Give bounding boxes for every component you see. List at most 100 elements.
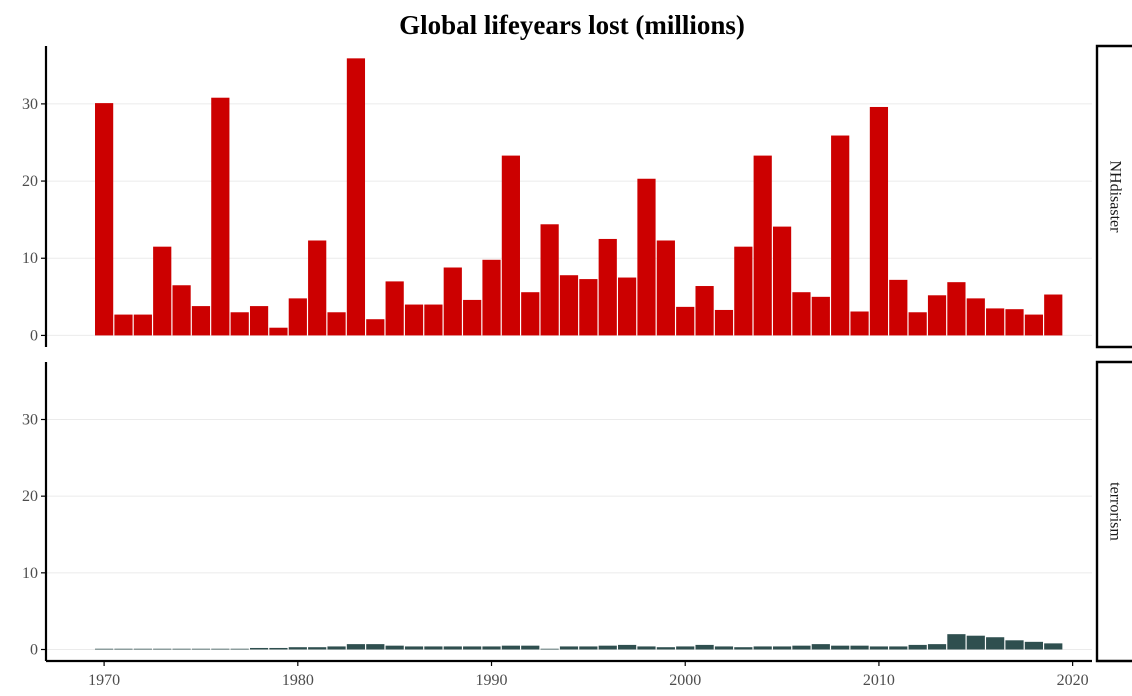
x-tick-label: 1970 — [88, 672, 120, 689]
bar-NHdisaster-1988 — [443, 267, 462, 336]
bar-terrorism-1983 — [346, 644, 366, 650]
x-tick-label: 2000 — [669, 672, 701, 689]
bar-NHdisaster-1991 — [501, 155, 520, 336]
bar-NHdisaster-2010 — [869, 106, 889, 336]
bar-terrorism-2017 — [1005, 640, 1024, 650]
y-tick-label: 30 — [22, 412, 38, 429]
bar-terrorism-2011 — [889, 646, 908, 650]
bar-terrorism-1970 — [95, 648, 114, 650]
bar-NHdisaster-1977 — [230, 312, 249, 336]
bar-NHdisaster-2019 — [1044, 294, 1063, 336]
bar-terrorism-2009 — [850, 645, 869, 650]
bar-NHdisaster-2015 — [966, 298, 985, 336]
bar-terrorism-1994 — [559, 646, 579, 650]
bar-NHdisaster-2013 — [927, 295, 947, 336]
bar-terrorism-1997 — [618, 644, 637, 650]
facet-label-NHdisaster: NHdisaster — [1106, 161, 1123, 234]
bar-terrorism-1993 — [540, 648, 559, 650]
bar-terrorism-2006 — [792, 645, 811, 650]
bar-NHdisaster-1999 — [656, 240, 675, 336]
y-tick-label: 10 — [22, 565, 38, 582]
bar-NHdisaster-2005 — [772, 226, 792, 336]
bar-NHdisaster-1997 — [618, 277, 637, 336]
bar-terrorism-2001 — [695, 644, 714, 650]
bar-NHdisaster-1973 — [153, 246, 172, 336]
bar-terrorism-2018 — [1024, 641, 1043, 650]
bar-NHdisaster-2011 — [889, 279, 908, 336]
bar-terrorism-1979 — [269, 647, 288, 650]
bar-terrorism-1990 — [482, 646, 501, 650]
bar-terrorism-2002 — [714, 646, 734, 650]
bar-terrorism-1996 — [598, 645, 617, 650]
bar-terrorism-2007 — [811, 644, 830, 650]
x-tick-label: 1990 — [476, 672, 508, 689]
bar-terrorism-2010 — [869, 646, 889, 650]
x-tick-label: 2010 — [863, 672, 895, 689]
bar-NHdisaster-2004 — [753, 155, 772, 336]
bar-NHdisaster-1996 — [598, 238, 617, 336]
facet-label-terrorism: terrorism — [1106, 482, 1123, 541]
bar-NHdisaster-1975 — [191, 306, 211, 336]
bar-terrorism-1984 — [366, 644, 385, 650]
bar-NHdisaster-1986 — [404, 304, 424, 336]
bar-NHdisaster-2006 — [792, 292, 811, 336]
y-tick-label: 0 — [30, 327, 38, 344]
bar-terrorism-1972 — [133, 648, 152, 650]
bar-NHdisaster-2014 — [947, 282, 966, 336]
bar-terrorism-1999 — [656, 647, 675, 650]
y-tick-label: 20 — [22, 488, 38, 505]
bar-terrorism-2019 — [1044, 643, 1063, 650]
bar-terrorism-1978 — [249, 647, 269, 650]
bar-NHdisaster-1998 — [637, 178, 656, 336]
bar-terrorism-1971 — [114, 648, 133, 650]
bar-terrorism-2005 — [772, 646, 792, 650]
bar-NHdisaster-1979 — [269, 327, 288, 336]
bar-terrorism-1973 — [153, 648, 172, 650]
bar-terrorism-1998 — [637, 646, 656, 650]
bar-NHdisaster-1987 — [424, 304, 443, 336]
bar-terrorism-2004 — [753, 646, 772, 650]
bar-NHdisaster-1993 — [540, 224, 559, 336]
bar-NHdisaster-1983 — [346, 58, 366, 336]
bar-NHdisaster-1992 — [521, 292, 540, 336]
bar-NHdisaster-1970 — [95, 103, 114, 336]
bar-NHdisaster-1978 — [249, 306, 269, 336]
bar-terrorism-2013 — [927, 644, 947, 650]
bar-NHdisaster-2012 — [908, 312, 927, 336]
bar-NHdisaster-2007 — [811, 296, 830, 336]
bar-NHdisaster-2002 — [714, 309, 734, 336]
bar-terrorism-1987 — [424, 646, 443, 650]
bar-NHdisaster-1980 — [288, 298, 307, 336]
bar-terrorism-1976 — [211, 648, 230, 650]
bar-terrorism-1975 — [191, 648, 211, 650]
bar-terrorism-1977 — [230, 648, 249, 650]
bar-NHdisaster-2001 — [695, 286, 714, 336]
y-tick-label: 20 — [22, 173, 38, 190]
bar-terrorism-1985 — [385, 645, 404, 650]
bar-NHdisaster-2017 — [1005, 309, 1024, 336]
bar-terrorism-2014 — [947, 634, 966, 650]
y-tick-label: 30 — [22, 96, 38, 113]
bar-NHdisaster-1990 — [482, 259, 501, 336]
chart-title: Global lifeyears lost (millions) — [399, 10, 745, 40]
bar-NHdisaster-1984 — [366, 319, 385, 336]
bar-terrorism-1992 — [521, 645, 540, 650]
bar-terrorism-1989 — [463, 646, 482, 650]
bar-NHdisaster-1976 — [211, 97, 230, 336]
x-tick-label: 2020 — [1057, 672, 1089, 689]
bar-NHdisaster-2016 — [986, 308, 1005, 336]
bar-NHdisaster-1995 — [579, 279, 598, 336]
bar-terrorism-1986 — [404, 646, 424, 650]
facet-strip — [1095, 360, 1132, 663]
bar-NHdisaster-1974 — [172, 285, 191, 336]
bar-terrorism-1982 — [327, 646, 346, 650]
y-tick-label: 0 — [30, 642, 38, 659]
bar-terrorism-2016 — [986, 637, 1005, 650]
bar-NHdisaster-2008 — [831, 135, 850, 336]
bar-terrorism-1995 — [579, 646, 598, 650]
bar-NHdisaster-1972 — [133, 314, 152, 336]
bar-terrorism-2003 — [734, 647, 753, 650]
bar-NHdisaster-1982 — [327, 312, 346, 336]
bar-NHdisaster-2018 — [1024, 314, 1043, 336]
bar-NHdisaster-2000 — [676, 306, 695, 336]
